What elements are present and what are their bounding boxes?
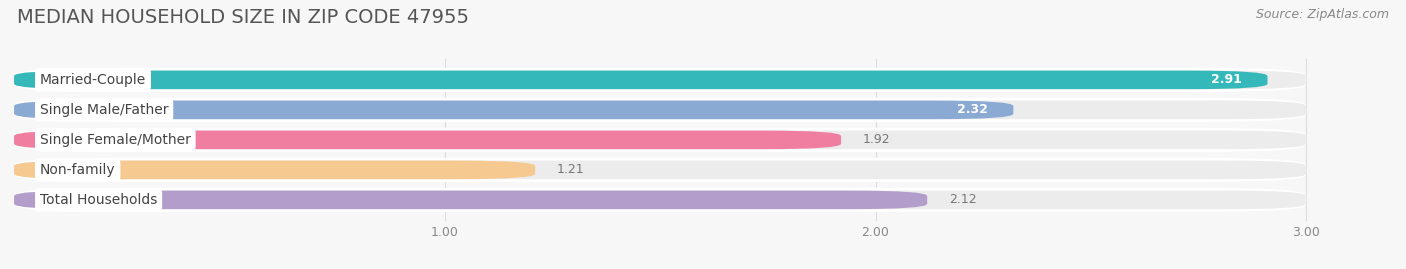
FancyBboxPatch shape [14,158,1306,182]
FancyBboxPatch shape [14,188,1306,212]
Text: Married-Couple: Married-Couple [39,73,146,87]
FancyBboxPatch shape [14,128,1306,152]
Text: Single Female/Mother: Single Female/Mother [39,133,191,147]
FancyBboxPatch shape [14,70,1267,89]
FancyBboxPatch shape [14,190,927,209]
Text: MEDIAN HOUSEHOLD SIZE IN ZIP CODE 47955: MEDIAN HOUSEHOLD SIZE IN ZIP CODE 47955 [17,8,468,27]
Text: Source: ZipAtlas.com: Source: ZipAtlas.com [1256,8,1389,21]
FancyBboxPatch shape [14,130,841,149]
FancyBboxPatch shape [14,190,1306,209]
Text: 2.32: 2.32 [956,103,987,116]
FancyBboxPatch shape [14,161,1306,179]
Text: 2.12: 2.12 [949,193,976,206]
FancyBboxPatch shape [14,98,1306,122]
FancyBboxPatch shape [14,68,1306,92]
Text: Single Male/Father: Single Male/Father [39,103,169,117]
Text: Non-family: Non-family [39,163,115,177]
Text: 1.92: 1.92 [863,133,890,146]
Text: 2.91: 2.91 [1211,73,1241,86]
FancyBboxPatch shape [14,101,1306,119]
Text: 1.21: 1.21 [557,163,585,176]
FancyBboxPatch shape [14,161,536,179]
FancyBboxPatch shape [14,130,1306,149]
Text: Total Households: Total Households [39,193,157,207]
FancyBboxPatch shape [14,70,1306,89]
FancyBboxPatch shape [14,101,1014,119]
